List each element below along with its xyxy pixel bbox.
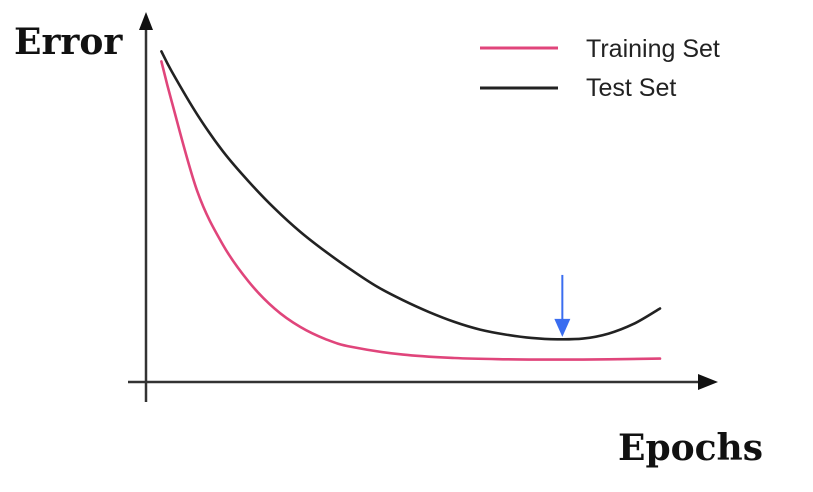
legend: Training Set Test Set bbox=[480, 35, 720, 102]
series-line-training-set bbox=[160, 60, 662, 361]
series-line-test-set bbox=[160, 50, 662, 341]
series-layer bbox=[160, 50, 662, 361]
annotation-layer bbox=[554, 274, 571, 337]
y-axis-arrow-icon bbox=[139, 12, 153, 30]
x-axis-arrow-icon bbox=[698, 374, 718, 390]
legend-label-test-set: Test Set bbox=[586, 74, 676, 102]
legend-label-training-set: Training Set bbox=[586, 35, 720, 63]
x-axis-title: Epochs bbox=[618, 427, 763, 469]
minimum-arrow-head-icon bbox=[554, 318, 571, 337]
y-axis-title: Error bbox=[14, 21, 123, 63]
